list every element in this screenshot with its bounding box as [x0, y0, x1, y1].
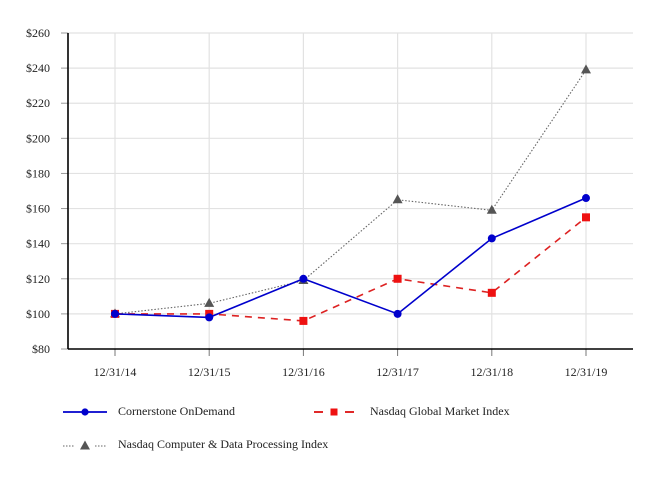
- data-point: [111, 309, 119, 318]
- data-point: [393, 309, 402, 318]
- gridlines: [68, 32, 633, 349]
- legend-label: Nasdaq Computer & Data Processing Index: [118, 437, 329, 451]
- legend-item-cornerstone[interactable]: Cornerstone OnDemand: [62, 404, 235, 419]
- y-tick-label: $120: [26, 272, 50, 286]
- x-tick-label: 12/31/16: [282, 365, 325, 379]
- data-point: [205, 313, 214, 322]
- legend-item-nasdaq-computer[interactable]: Nasdaq Computer & Data Processing Index: [62, 437, 328, 452]
- data-point: [393, 274, 402, 283]
- x-axis-ticks: 12/31/14 12/31/15 12/31/16 12/31/17 12/31/18…: [94, 349, 608, 379]
- series-line: [114, 69, 587, 315]
- series-line: [115, 216, 587, 322]
- data-point: [581, 64, 591, 74]
- y-tick-label: $200: [26, 131, 50, 145]
- data-point: [487, 234, 496, 243]
- data-series: [110, 64, 591, 325]
- y-tick-label: $180: [26, 166, 50, 180]
- y-tick-label: $80: [32, 342, 50, 356]
- x-tick-label: 12/31/17: [376, 365, 419, 379]
- x-tick-label: 12/31/15: [188, 365, 231, 379]
- y-tick-label: $240: [26, 61, 50, 75]
- solid-line-circle-icon: [63, 407, 107, 416]
- data-point: [299, 274, 308, 283]
- data-point: [486, 204, 497, 214]
- legend-label: Cornerstone OnDemand: [118, 404, 235, 418]
- y-tick-label: $100: [26, 307, 50, 321]
- data-point: [487, 288, 496, 297]
- legend-label: Nasdaq Global Market Index: [370, 404, 510, 418]
- dotted-line-triangle-icon: [63, 440, 107, 449]
- data-point: [299, 316, 308, 325]
- dashed-line-square-icon: [314, 408, 354, 415]
- x-tick-label: 12/31/18: [470, 365, 513, 379]
- y-tick-label: $160: [26, 202, 50, 216]
- data-point: [582, 213, 590, 222]
- x-tick-label: 12/31/14: [94, 365, 137, 379]
- y-tick-label: $140: [26, 237, 50, 251]
- data-point: [204, 297, 215, 307]
- data-point: [582, 194, 590, 203]
- series-line: [114, 197, 587, 319]
- data-point: [392, 194, 403, 204]
- legend-item-nasdaq-global[interactable]: Nasdaq Global Market Index: [312, 404, 510, 419]
- y-tick-label: $220: [26, 96, 50, 110]
- series-square: [111, 213, 590, 325]
- y-tick-label: $260: [26, 26, 50, 40]
- y-axis-ticks: $80 $100 $120 $140 $160 $180 $200 $220 $240 $260: [26, 26, 68, 356]
- series-circle: [111, 194, 590, 322]
- series-triangle: [110, 64, 591, 318]
- x-tick-label: 12/31/19: [565, 365, 608, 379]
